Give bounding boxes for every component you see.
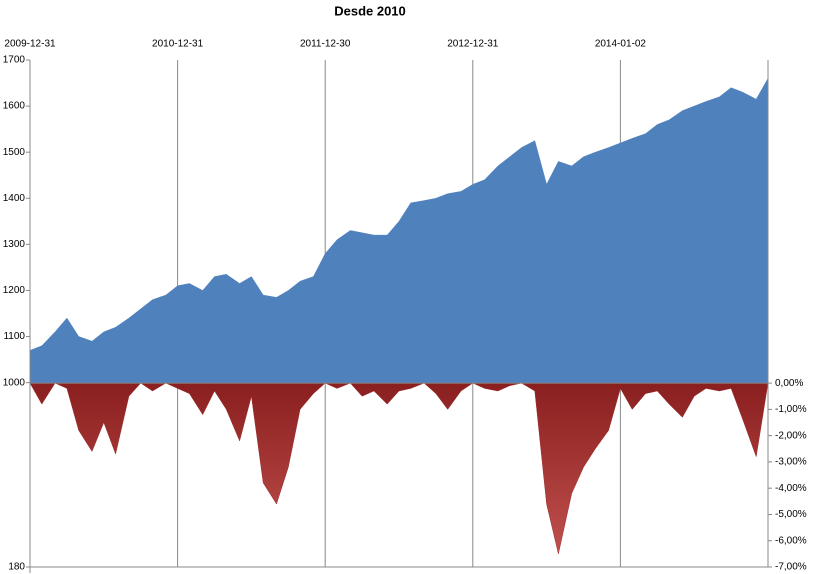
y-tick-label: 1200 xyxy=(3,285,26,296)
y-tick-label: 1700 xyxy=(3,55,26,66)
area xyxy=(29,382,769,554)
x-tick-label: 2012-12-31 xyxy=(447,39,499,50)
y2-tick-label: -7,00% xyxy=(775,562,807,573)
y-tick-label: 180 xyxy=(8,562,25,573)
y-tick-label: 1000 xyxy=(3,377,26,388)
y2-tick-label: -3,00% xyxy=(775,457,807,468)
y2-tick-label: 0,00% xyxy=(775,378,803,389)
area xyxy=(29,77,769,384)
x-tick-label: 2010-12-31 xyxy=(152,39,204,50)
y2-tick-label: -2,00% xyxy=(775,430,807,441)
y-tick-label: 1300 xyxy=(3,239,26,250)
chart-title: Desde 2010 xyxy=(334,3,406,18)
x-tick-label: 2009-12-31 xyxy=(4,39,56,50)
x-tick-label: 2014-01-02 xyxy=(595,39,647,50)
x-tick-label: 2011-12-30 xyxy=(300,39,351,50)
y-tick-label: 1500 xyxy=(3,147,26,158)
y2-tick-label: -4,00% xyxy=(775,483,807,494)
y-tick-label: 1100 xyxy=(3,331,25,342)
y2-tick-label: -5,00% xyxy=(775,509,807,520)
y-tick-label: 1400 xyxy=(3,193,26,204)
y2-tick-label: -6,00% xyxy=(775,535,807,546)
y-tick-label: 1600 xyxy=(3,101,26,112)
y2-tick-label: -1,00% xyxy=(775,404,807,415)
